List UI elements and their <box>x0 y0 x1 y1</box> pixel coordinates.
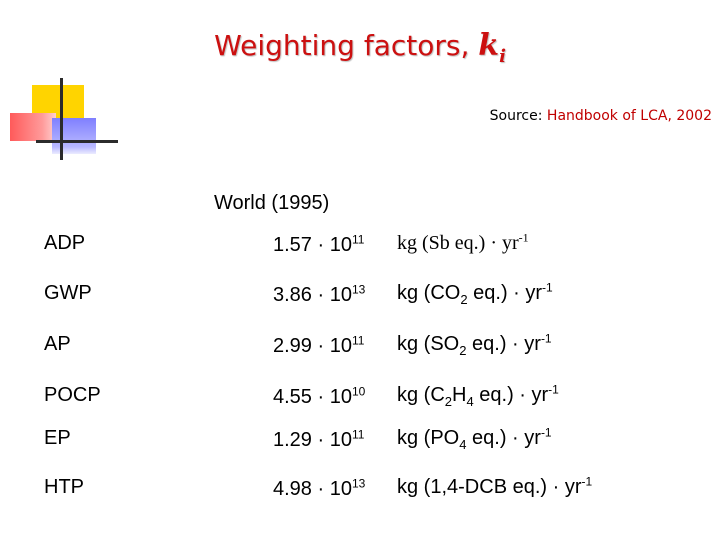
factor-unit: kg (C2H4 eq.) · yr-1 <box>397 382 559 409</box>
slide-title: Weighting factors, ki <box>0 28 720 67</box>
factor-mantissa: 3.86 · 10 <box>273 284 352 306</box>
unit-subscript: 2 <box>459 343 467 358</box>
unit-subscript: 2 <box>460 292 468 307</box>
unit-subscript: 4 <box>466 394 474 409</box>
factor-unit: kg (PO4 eq.) · yr-1 <box>397 425 552 452</box>
unit-superscript: -1 <box>540 331 552 346</box>
factor-unit: kg (CO2 eq.) · yr-1 <box>397 280 553 307</box>
factor-exponent: 10 <box>351 384 366 399</box>
unit-text: kg (CO <box>397 282 461 304</box>
factor-unit: kg (1,4-DCB eq.) · yr-1 <box>397 474 593 499</box>
unit-superscript: -1 <box>542 280 553 295</box>
unit-text: kg (1,4-DCB eq.) · yr <box>397 476 582 498</box>
unit-text: kg (Sb eq.) · yr <box>397 232 519 254</box>
table-row: AP 2.99 · 1011 kg (SO2 eq.) · yr-1 <box>0 331 720 377</box>
factor-exponent: 13 <box>351 282 366 297</box>
unit-text: H <box>452 384 467 406</box>
decor-red-bar <box>10 113 56 141</box>
table-row: ADP 1.57 · 1011 kg (Sb eq.) · yr-1 <box>0 230 720 276</box>
unit-text: eq.) · yr <box>473 384 549 406</box>
factor-mantissa: 4.55 · 10 <box>273 386 352 408</box>
impact-category: GWP <box>44 282 92 304</box>
factor-mantissa: 1.29 · 10 <box>273 429 352 451</box>
table-row: EP 1.29 · 1011 kg (PO4 eq.) · yr-1 <box>0 425 720 471</box>
region-heading: World (1995) <box>214 192 330 214</box>
table-row: HTP 4.98 · 1013 kg (1,4-DCB eq.) · yr-1 <box>0 474 720 520</box>
unit-text: eq.) · yr <box>466 333 541 355</box>
unit-superscript: -1 <box>540 425 552 440</box>
factor-mantissa: 1.57 · 10 <box>273 234 352 256</box>
factor-value: 4.98 · 1013 <box>273 476 366 501</box>
source-name: Handbook of LCA, 2002 <box>546 108 712 124</box>
factor-unit: kg (Sb eq.) · yr-1 <box>397 230 529 255</box>
table-row: POCP 4.55 · 1010 kg (C2H4 eq.) · yr-1 <box>0 382 720 428</box>
factor-exponent: 13 <box>351 476 366 491</box>
factor-exponent: 11 <box>351 427 365 442</box>
factor-mantissa: 4.98 · 10 <box>273 478 352 500</box>
factor-mantissa: 2.99 · 10 <box>273 335 352 357</box>
unit-superscript: -1 <box>518 230 529 245</box>
decor-blue-square <box>52 118 96 154</box>
factor-exponent: 11 <box>351 232 365 247</box>
factor-value: 1.57 · 1011 <box>273 232 365 257</box>
factor-value: 4.55 · 1010 <box>273 384 366 409</box>
unit-subscript: 4 <box>459 437 467 452</box>
factor-unit: kg (SO2 eq.) · yr-1 <box>397 331 552 358</box>
impact-category: EP <box>44 427 71 449</box>
factor-value: 1.29 · 1011 <box>273 427 365 452</box>
unit-superscript: -1 <box>548 382 559 397</box>
factor-exponent: 11 <box>351 333 365 348</box>
slide-title-text: Weighting factors, <box>214 29 479 62</box>
impact-category: AP <box>44 333 71 355</box>
unit-text: kg (C <box>397 384 445 406</box>
factor-value: 2.99 · 1011 <box>273 333 365 358</box>
unit-subscript: 2 <box>444 394 453 409</box>
source-prefix: Source: <box>489 108 543 124</box>
factor-value: 3.86 · 1013 <box>273 282 366 307</box>
unit-superscript: -1 <box>581 474 593 489</box>
impact-category: HTP <box>44 476 84 498</box>
table-row: GWP 3.86 · 1013 kg (CO2 eq.) · yr-1 <box>0 280 720 326</box>
unit-text: kg (SO <box>397 333 460 355</box>
impact-category: ADP <box>44 232 86 254</box>
unit-text: eq.) · yr <box>466 427 541 449</box>
unit-text: kg (PO <box>397 427 460 449</box>
decor-vertical-line <box>60 78 63 160</box>
unit-text: eq.) · yr <box>467 282 543 304</box>
slide-title-variable: ki <box>478 28 506 67</box>
decor-horizontal-line <box>36 140 118 143</box>
source-citation: Source: Handbook of LCA, 2002 <box>490 108 712 124</box>
impact-category: POCP <box>44 384 101 406</box>
